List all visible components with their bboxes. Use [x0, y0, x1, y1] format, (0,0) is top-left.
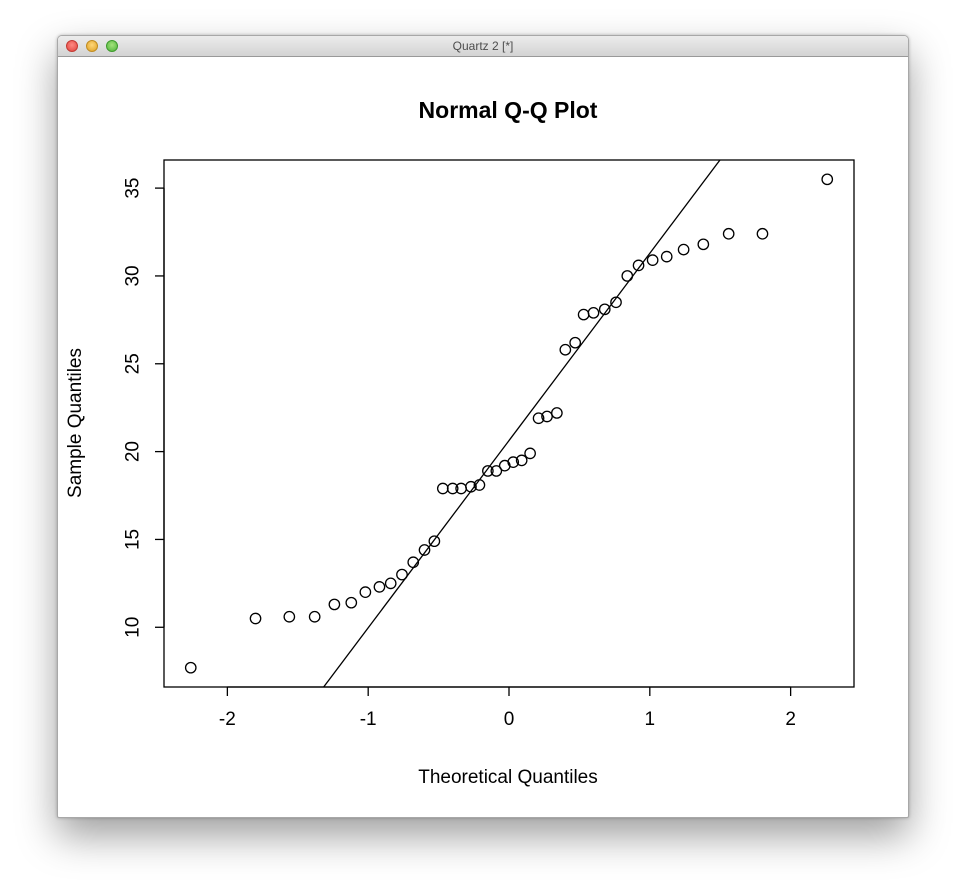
y-tick-label: 10: [123, 617, 144, 638]
minimize-window-button[interactable]: [86, 40, 98, 52]
x-tick-label: -2: [219, 709, 236, 730]
y-tick-label: 15: [123, 529, 144, 550]
window-titlebar[interactable]: Quartz 2 [*]: [58, 36, 908, 57]
data-point: [677, 243, 690, 256]
data-point: [184, 661, 197, 674]
data-point: [428, 535, 441, 548]
data-point: [524, 447, 536, 460]
data-point: [621, 270, 634, 282]
zoom-window-button[interactable]: [106, 40, 118, 52]
x-tick-label: 0: [504, 709, 515, 730]
qq-plot-chart: Normal Q-Q Plot -2 -1 0 1 2 10 15 20 25 30 35 The…: [65, 97, 855, 788]
data-point: [446, 482, 459, 495]
data-point: [559, 343, 572, 356]
data-point: [697, 238, 710, 251]
data-point: [473, 479, 486, 491]
data-point: [396, 568, 408, 581]
window-title: Quartz 2 [*]: [452, 39, 514, 53]
y-tick-label: 30: [123, 265, 144, 286]
data-point: [722, 227, 735, 240]
data-point: [507, 456, 520, 468]
data-point: [569, 336, 582, 349]
data-point: [821, 173, 834, 186]
data-point: [551, 407, 563, 419]
data-point: [373, 581, 386, 593]
x-tick-label: 1: [645, 709, 656, 730]
y-tick-label: 35: [123, 178, 144, 199]
data-point: [632, 259, 645, 272]
data-point: [577, 308, 590, 321]
y-tick-label: 20: [123, 441, 144, 462]
data-point: [598, 303, 611, 316]
y-axis: 10 15 20 25 30 35: [123, 178, 165, 638]
plot-area: Normal Q-Q Plot -2 -1 0 1 2 10 15 20 25 30 35 The…: [58, 57, 908, 817]
x-tick-label: -1: [360, 709, 377, 730]
data-point: [418, 544, 431, 556]
data-point: [482, 465, 494, 477]
data-point: [532, 412, 545, 425]
data-point: [587, 306, 600, 319]
data-point: [359, 586, 372, 598]
data-point: [465, 480, 477, 493]
data-point: [490, 465, 503, 477]
data-point: [407, 556, 420, 569]
y-axis-label: Sample Quantiles: [65, 348, 86, 498]
data-point: [328, 598, 341, 611]
data-points: [184, 173, 834, 674]
x-tick-label: 2: [785, 709, 796, 730]
y-tick-label: 25: [123, 353, 144, 374]
close-window-button[interactable]: [66, 40, 78, 52]
data-point: [515, 454, 528, 467]
data-point: [345, 596, 358, 609]
data-point: [646, 254, 659, 266]
reference-line: [322, 160, 721, 687]
plot-frame: [163, 159, 855, 688]
data-point: [249, 612, 262, 625]
plot-window: Quartz 2 [*] Normal Q-Q Plot -2 -1 0 1 2 10 1…: [57, 35, 909, 818]
data-point: [283, 610, 296, 623]
data-point: [384, 577, 397, 590]
data-point: [660, 250, 673, 263]
data-point: [610, 296, 622, 309]
data-point: [308, 610, 321, 623]
data-point: [436, 482, 449, 495]
x-axis: -2 -1 0 1 2: [219, 686, 796, 730]
x-axis-label: Theoretical Quantiles: [418, 767, 598, 788]
data-point: [756, 227, 769, 240]
chart-title: Normal Q-Q Plot: [419, 97, 598, 123]
